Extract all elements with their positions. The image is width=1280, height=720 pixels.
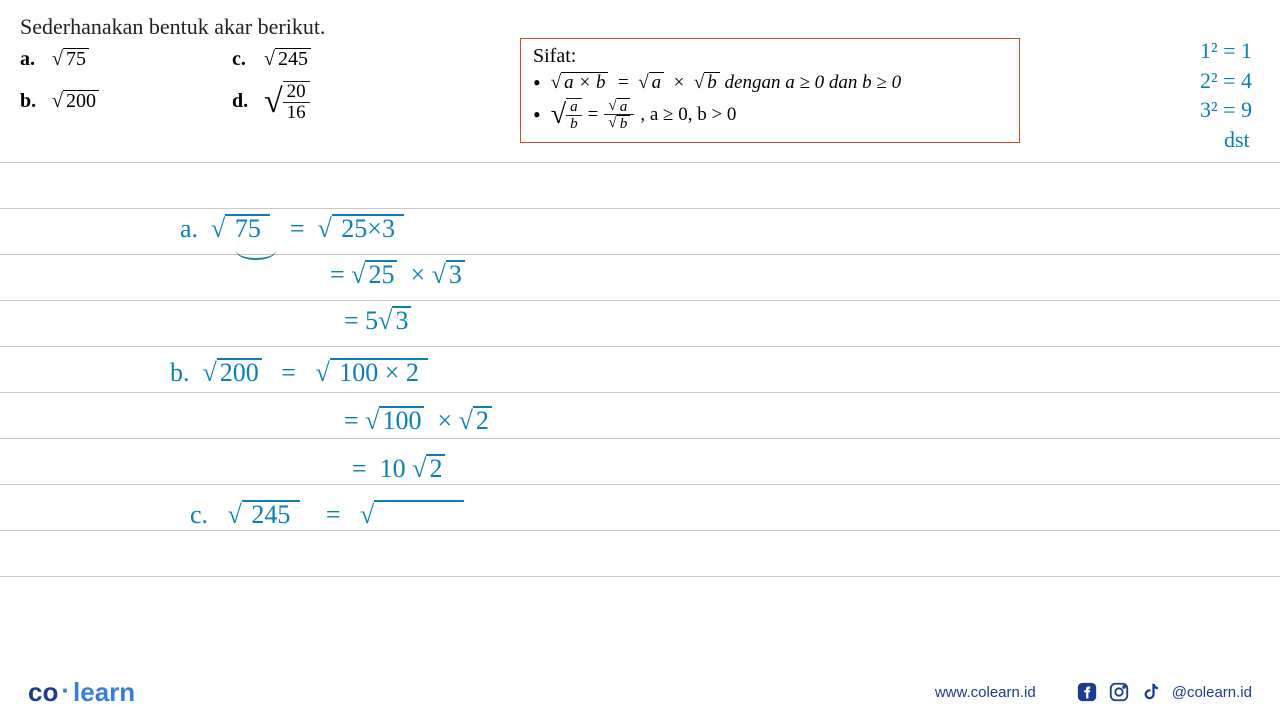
properties-box: Sifat: • √a × b = √a × √b dengan a ≥ 0 d… xyxy=(520,38,1020,143)
property-rule-2: • √ a b = √a √b , a ≥ 0, b > 0 xyxy=(533,98,1007,132)
work-a-line1: a. √ 75 = √ 25×3 xyxy=(180,214,404,244)
social-block: @colearn.id xyxy=(1076,681,1252,703)
problem-a-label: a. xyxy=(20,48,52,71)
work-b-line1: b. √200 = √ 100 × 2 xyxy=(170,358,428,388)
footer: co·learn www.colearn.id @colearn.id xyxy=(0,664,1280,720)
work-b-line2: = √100 × √2 xyxy=(344,406,492,436)
problem-a-expr: √75 xyxy=(52,48,232,71)
problem-c-expr: √245 xyxy=(264,48,444,71)
instagram-icon xyxy=(1108,681,1130,703)
problem-c-label: c. xyxy=(232,48,264,71)
properties-title: Sifat: xyxy=(533,45,1007,68)
side-note-4: dst xyxy=(1200,125,1252,155)
facebook-icon xyxy=(1076,681,1098,703)
work-a-line3: = 5√3 xyxy=(344,306,411,336)
work-c-line1: c. √ 245 = √ xyxy=(190,500,464,530)
footer-url: www.colearn.id xyxy=(935,684,1036,701)
problem-b-expr: √200 xyxy=(52,90,232,113)
tiktok-icon xyxy=(1140,681,1162,703)
problem-b-label: b. xyxy=(20,90,52,113)
problem-d-expr: √ 20 16 xyxy=(264,81,444,123)
side-note-3: 3² = 9 xyxy=(1200,95,1252,125)
side-note-2: 2² = 4 xyxy=(1200,66,1252,96)
problems-block: a. √75 c. √245 b. √200 d. √ 20 16 xyxy=(20,48,444,133)
side-note-1: 1² = 1 xyxy=(1200,36,1252,66)
writing-area: a. √ 75 = √ 25×3 = √25 × √3 = 5√3 b. √20… xyxy=(0,162,1280,660)
social-handle: @colearn.id xyxy=(1172,684,1252,701)
property-rule-1: • √a × b = √a × √b dengan a ≥ 0 dan b ≥ … xyxy=(533,72,1007,94)
side-notes: 1² = 1 2² = 4 3² = 9 dst xyxy=(1200,36,1252,155)
work-a-underline-arc xyxy=(236,246,276,260)
brand-logo: co·learn xyxy=(28,677,135,708)
prompt-title: Sederhanakan bentuk akar berikut. xyxy=(20,14,1260,40)
work-b-line3: = 10 √2 xyxy=(352,454,445,484)
work-a-line2: = √25 × √3 xyxy=(330,260,465,290)
problem-d-label: d. xyxy=(232,90,264,113)
